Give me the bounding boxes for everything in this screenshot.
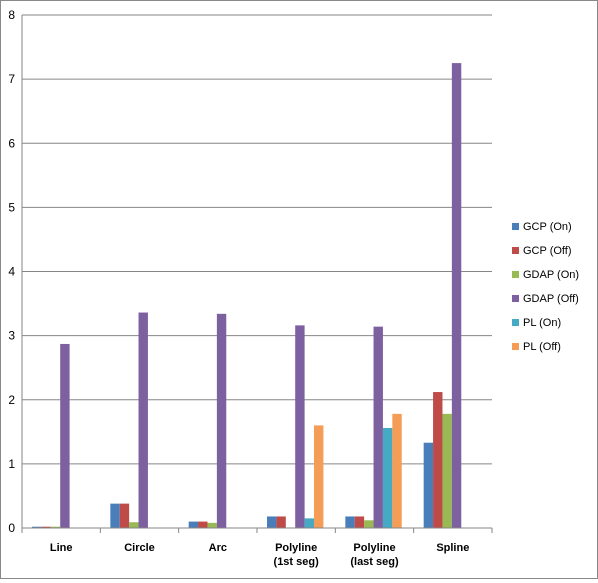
gridlines (22, 14, 492, 465)
y-tick-label: 6 (8, 136, 15, 150)
axes (21, 15, 493, 533)
legend-swatch (512, 223, 519, 230)
x-tick-label: Arc (209, 542, 227, 554)
bar (129, 522, 139, 528)
bar (267, 516, 277, 528)
bar (364, 520, 374, 528)
y-tick-label: 1 (8, 457, 15, 471)
bar (198, 521, 208, 528)
legend-swatch (512, 247, 519, 254)
bar (216, 313, 227, 528)
bar (354, 516, 365, 528)
x-tick-label: Line (50, 542, 73, 554)
bar (50, 526, 61, 528)
bar (207, 522, 217, 528)
bar (304, 518, 314, 528)
y-tick-labels: 0 1 2 3 4 5 6 7 8 (8, 8, 15, 535)
bar (373, 326, 383, 528)
y-tick-label: 0 (8, 521, 15, 535)
legend-swatch (512, 295, 519, 302)
y-tick-label: 8 (8, 8, 15, 22)
x-tick-label: Spline (436, 542, 469, 554)
legend-label: PL (Off) (523, 341, 561, 353)
legend-label: GDAP (Off) (523, 293, 579, 305)
y-tick-label: 5 (8, 200, 15, 214)
legend-label: PL (On) (523, 317, 561, 329)
bar (295, 325, 305, 528)
bar (119, 503, 130, 528)
bar (423, 442, 434, 528)
x-tick-labels: Line Circle Arc Polyline (1st seg) Polyline (l… (50, 542, 469, 568)
bar (188, 521, 199, 528)
x-tick-label: Circle (124, 542, 155, 554)
bar (451, 63, 462, 528)
y-tick-label: 3 (8, 329, 15, 343)
bar (138, 312, 148, 528)
bar (110, 503, 120, 528)
bar (382, 427, 393, 528)
x-tick-label: Polyline (353, 542, 395, 554)
legend-label: GDAP (On) (523, 269, 579, 281)
legend-label: GCP (Off) (523, 245, 572, 257)
y-tick-label: 7 (8, 72, 15, 86)
bar (32, 526, 42, 528)
x-tick-label: Polyline (275, 542, 317, 554)
bar (392, 413, 402, 528)
bar (433, 392, 443, 528)
bar (314, 425, 324, 528)
legend-swatch (512, 271, 519, 278)
bar (41, 526, 51, 528)
bar (442, 413, 452, 528)
legend-label: GCP (On) (523, 221, 572, 233)
x-tick-label: (last seg) (350, 556, 399, 568)
x-tick-label: (1st seg) (274, 556, 320, 568)
y-tick-label: 4 (8, 265, 15, 279)
legend: GCP (On) GCP (Off) GDAP (On) GDAP (Off) PL (… (512, 221, 579, 353)
legend-swatch (512, 319, 519, 326)
legend-swatch (512, 343, 519, 350)
bar (276, 516, 286, 528)
bar (60, 343, 70, 528)
bars (32, 63, 462, 528)
y-tick-label: 2 (8, 393, 15, 407)
bar (345, 516, 355, 528)
